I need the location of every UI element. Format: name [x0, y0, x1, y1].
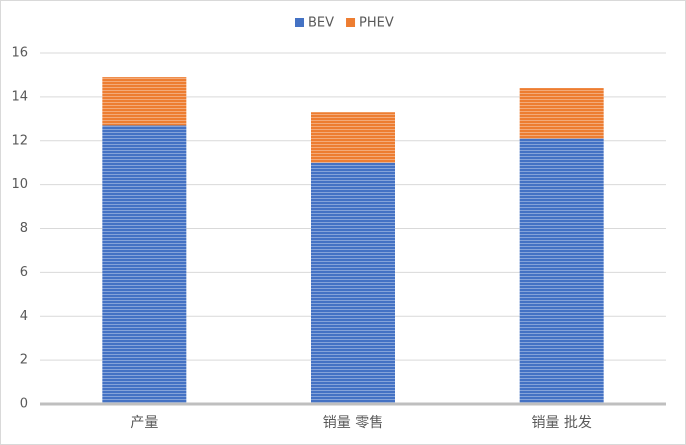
legend-swatch — [295, 18, 304, 27]
bar-segment — [102, 125, 187, 405]
legend-label: PHEV — [359, 16, 394, 31]
legend-label: BEV — [308, 16, 334, 31]
y-tick-label: 0 — [20, 397, 28, 412]
y-tick-label: 2 — [20, 353, 28, 368]
y-tick-label: 4 — [20, 309, 28, 324]
y-tick-label: 10 — [11, 177, 28, 192]
x-tick-label: 产量 — [130, 415, 158, 431]
x-tick-label: 销量 批发 — [531, 415, 591, 431]
y-tick-label: 12 — [11, 133, 28, 148]
bar-segment — [519, 138, 604, 404]
x-tick-label: 销量 零售 — [323, 415, 383, 431]
bar-segment — [102, 77, 187, 126]
legend-swatch — [346, 18, 356, 27]
bar-segment — [311, 112, 395, 163]
y-tick-label: 14 — [11, 89, 28, 104]
y-tick-label: 6 — [20, 265, 28, 280]
bar-segment — [519, 88, 604, 139]
bar-segment — [311, 162, 395, 404]
y-tick-label: 8 — [20, 221, 28, 236]
y-tick-label: 16 — [11, 46, 28, 61]
